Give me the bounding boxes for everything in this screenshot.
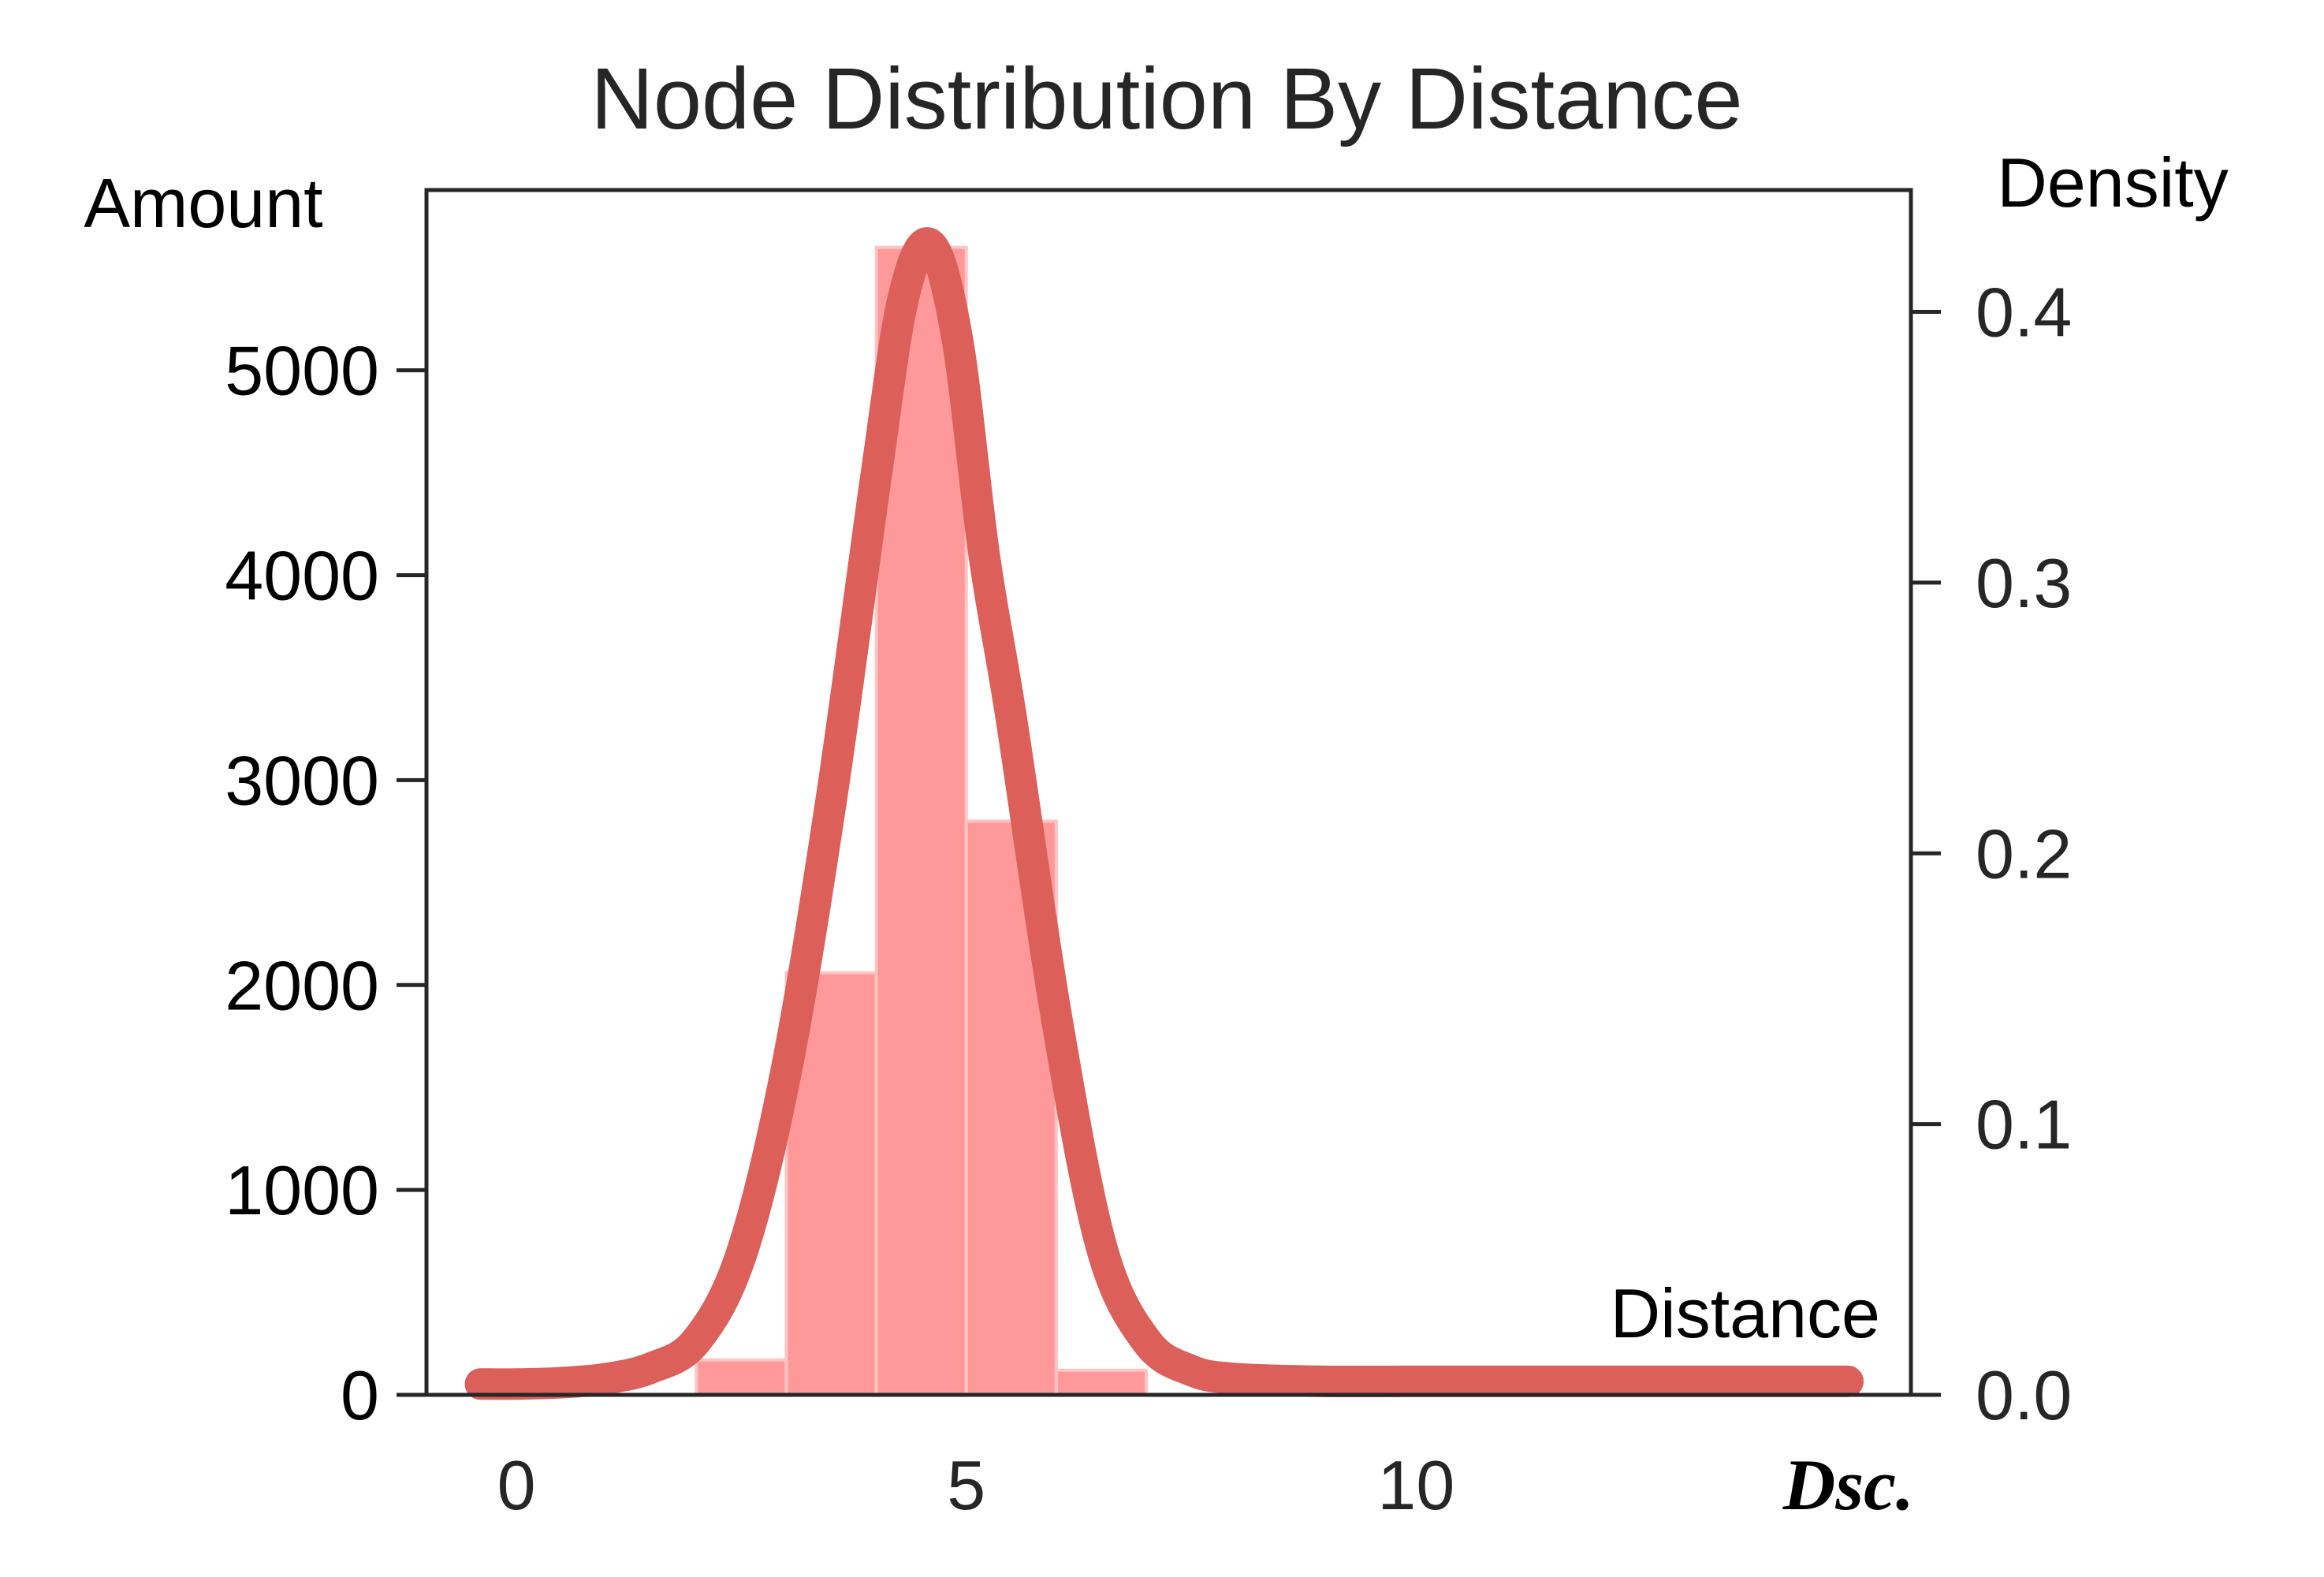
left-tick-label: 2000	[225, 946, 379, 1024]
right-axis-label: Density	[1997, 144, 2228, 222]
left-tick-label: 4000	[225, 537, 379, 615]
left-axis-ticks: 0 1000 2000 3000 4000 5000	[225, 332, 426, 1434]
density-curve	[464, 227, 1864, 1400]
right-tick-label: 0.2	[1976, 815, 2072, 893]
x-tick-label: 10	[1377, 1446, 1454, 1524]
right-tick-label: 0.1	[1976, 1086, 2072, 1164]
histogram-bar	[1054, 1368, 1148, 1396]
histogram-bar	[695, 1358, 788, 1396]
left-axis-label: Amount	[84, 164, 322, 242]
plot-frame	[424, 188, 1913, 1397]
x-tick-label: 0	[497, 1446, 536, 1524]
left-tick-label: 3000	[225, 741, 379, 819]
right-tick-label: 0.3	[1976, 544, 2072, 622]
left-tick-label: 0	[341, 1356, 379, 1434]
chart-title: Node Distribution By Distance	[590, 50, 1742, 147]
x-tick-label: 5	[947, 1446, 985, 1524]
right-tick-label: 0.4	[1976, 274, 2072, 352]
x-axis-tag: Dsc.	[1782, 1445, 1914, 1525]
right-tick-label: 0.0	[1976, 1356, 2072, 1434]
x-axis-label: Distance	[1611, 1274, 1880, 1352]
right-axis-ticks: 0.0 0.1 0.2 0.3 0.4	[1911, 274, 2072, 1434]
x-axis-ticks: 0 5 10	[497, 1446, 1455, 1524]
left-tick-label: 5000	[225, 332, 379, 410]
left-tick-label: 1000	[225, 1151, 379, 1229]
